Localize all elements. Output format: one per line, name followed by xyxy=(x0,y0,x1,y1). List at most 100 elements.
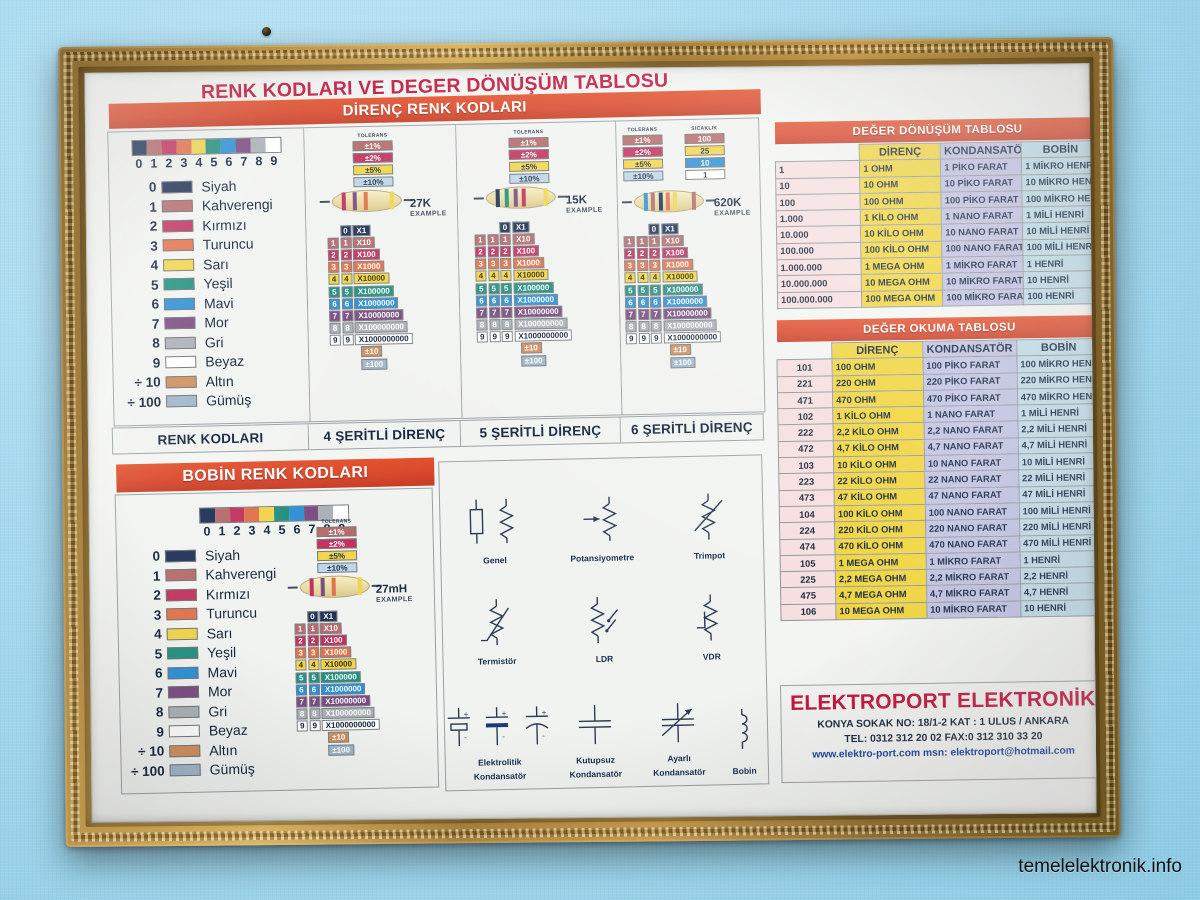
resistor-band xyxy=(543,188,548,207)
multiplier-cell: X10 xyxy=(319,622,342,634)
group-caption: TOLERANS xyxy=(513,129,544,136)
multiplier-cell: X100 xyxy=(661,246,689,259)
group-caption: SICAKLIK xyxy=(691,125,718,132)
color-swatch xyxy=(288,506,304,521)
table-cell: 2,2 NANO FARAT xyxy=(923,421,1018,440)
table-cell: 100 OHM xyxy=(860,191,942,210)
digit-cell: 6 xyxy=(308,683,320,696)
example-value-4band: 27K xyxy=(409,197,432,211)
tolerance-cell: ±10 xyxy=(327,731,350,744)
legend-label: Beyaz xyxy=(208,721,248,739)
column-header: DİRENÇ xyxy=(831,341,923,360)
table-cell: 475 xyxy=(780,587,836,605)
digit-cell: 1 xyxy=(474,234,486,246)
legend-swatch xyxy=(163,258,195,272)
resistor-general-symbol xyxy=(469,498,514,544)
table-cell: 10 MEGA OHM xyxy=(861,273,943,292)
digit-cell: 2 xyxy=(487,246,499,258)
multiplier-cell: X1 xyxy=(660,222,679,235)
table-cell: 220 PİKO FARAT xyxy=(923,372,1018,391)
digit-cell: 0 xyxy=(306,610,318,622)
legend-label: Gri xyxy=(204,333,224,351)
color-swatch xyxy=(229,507,245,523)
legend-swatch xyxy=(167,646,199,660)
column-header: BOBİN xyxy=(1016,338,1097,357)
table-cell: 1 MİKRO HENRİ xyxy=(1021,156,1097,175)
legend-label: Beyaz xyxy=(205,352,245,370)
resistor-band xyxy=(357,577,362,596)
strip-number: 5 xyxy=(210,155,218,170)
strip-number: 1 xyxy=(150,156,158,171)
legend-label: Mor xyxy=(204,314,229,331)
multiplier-cell: X1 xyxy=(319,610,338,622)
component-symbols-panel: Genel Potansiyometre xyxy=(438,454,770,792)
strip-number: 5 xyxy=(278,522,286,537)
resistor-band xyxy=(651,192,656,211)
table-cell: 2,2 KİLO OHM xyxy=(833,422,925,441)
color-swatch xyxy=(161,140,177,155)
color-swatch xyxy=(265,137,281,153)
digit-cell: 7 xyxy=(650,308,662,320)
table-cell: 10 HENRİ xyxy=(1020,599,1097,617)
symbol-genel: Genel xyxy=(444,494,546,567)
tolerance-box: ±5% xyxy=(316,549,358,562)
svg-text:-: - xyxy=(464,733,467,742)
resistor-band xyxy=(665,192,671,211)
table-cell: 100 KİLO OHM xyxy=(860,240,943,259)
color-swatch xyxy=(199,508,216,523)
strip-number: 1 xyxy=(218,524,226,539)
legend-number: 9 xyxy=(156,724,165,740)
thermistor-symbol xyxy=(480,599,509,646)
bobin-section-header: BOBİN RENK KODLARI xyxy=(116,457,435,493)
svg-text:+: + xyxy=(542,708,547,717)
digit-cell: 4 xyxy=(487,270,500,282)
legend-label: Turuncu xyxy=(202,235,254,253)
digit-cell: 5 xyxy=(624,284,636,296)
table-cell: 103 xyxy=(778,456,834,475)
legend-number: 9 xyxy=(152,355,161,371)
table-cell: 2,2 MEGA OHM xyxy=(835,569,927,588)
tolerance-cell: ±10 xyxy=(520,342,542,355)
digit-cell: 5 xyxy=(637,284,649,296)
digit-cell: 5 xyxy=(500,282,512,294)
tolerance-box: ±1% xyxy=(352,139,393,152)
tolerance-group-6band: TOLERANS ±1% ±2% ±5% ±10% xyxy=(622,127,664,182)
color-swatch xyxy=(191,139,207,154)
trimpot-symbol xyxy=(694,493,723,540)
digit-cell: 2 xyxy=(294,635,307,647)
tolerance-group-5band: TOLERANS ±1% ±2% ±5% ±10% xyxy=(508,129,550,184)
table-cell: 473 xyxy=(779,489,835,507)
digit-cell: 2 xyxy=(499,245,512,258)
table-cell: 10 KİLO OHM xyxy=(833,455,925,474)
digit-cell: 5 xyxy=(475,282,487,295)
table-cell: 22 NANO FARAT xyxy=(924,470,1019,489)
legend-label: Gri xyxy=(208,702,228,720)
tolerance-box: 1 xyxy=(685,168,726,181)
table-cell: 1 MİKRO FARAT xyxy=(925,551,1021,570)
legend-swatch xyxy=(168,724,200,738)
resistor-4band-illustration xyxy=(319,189,414,213)
electrolytic-capacitor-symbol: + - + - + - xyxy=(447,706,549,747)
resistor-band xyxy=(363,191,368,211)
legend-number: 6 xyxy=(154,665,163,681)
table-cell: 4,7 KİLO OHM xyxy=(833,439,925,457)
symbol-caption: Kutupsuz xyxy=(576,754,615,766)
legend-swatch xyxy=(167,666,199,680)
table-body: 101 100 OHM 100 PİKO FARAT 100 MİKRO HENRİ 2… xyxy=(776,354,1097,621)
poster-sheet: RENK KODLARI VE DEGER DÖNÜŞÜM TABLOSU Dİ… xyxy=(84,63,1097,823)
digit-cell: 1 xyxy=(499,233,511,245)
symbol-elektrolitik-kondansator: + - + - + - Elektrolitik Kondansatör xyxy=(445,704,555,783)
table-cell: 223 xyxy=(778,473,835,491)
digit-cell: 2 xyxy=(307,635,319,647)
legend-number: 3 xyxy=(150,238,158,254)
svg-text:-: - xyxy=(502,732,505,741)
multiplier-cell: X10000 xyxy=(353,272,390,285)
tolerance-box: ±2% xyxy=(316,537,357,550)
table-cell: 1 MİLİ HENRİ xyxy=(1017,403,1097,422)
tolerance-cell: ±10 xyxy=(669,344,692,356)
digit-cell: 9 xyxy=(638,333,650,345)
legend-swatch xyxy=(164,549,197,563)
table-cell: 1 KİLO OHM xyxy=(860,208,942,226)
